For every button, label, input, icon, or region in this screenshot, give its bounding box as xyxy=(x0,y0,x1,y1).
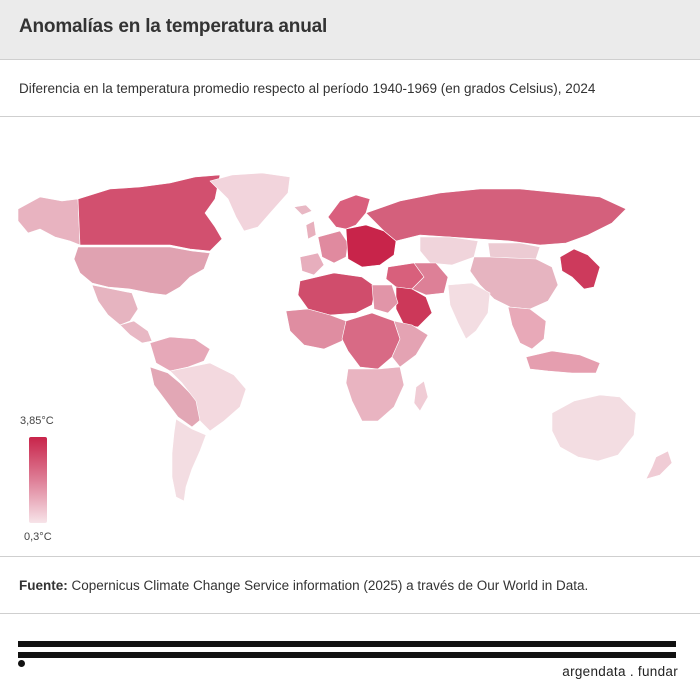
region-indonesia[interactable] xyxy=(525,350,601,374)
region-iran[interactable] xyxy=(411,262,449,296)
region-china[interactable] xyxy=(469,256,559,310)
source-band: Fuente: Copernicus Climate Change Servic… xyxy=(0,557,700,614)
region-uk[interactable] xyxy=(305,220,317,240)
region-egypt[interactable] xyxy=(371,284,399,314)
region-eastern-europe[interactable] xyxy=(345,224,397,268)
region-central-america[interactable] xyxy=(119,320,153,344)
region-new-zealand[interactable] xyxy=(645,450,673,480)
subtitle-band: Diferencia en la temperatura promedio re… xyxy=(0,60,700,117)
source-text: Copernicus Climate Change Service inform… xyxy=(67,578,589,593)
region-canada[interactable] xyxy=(77,174,223,252)
region-mexico[interactable] xyxy=(91,284,139,326)
footer: argendata . fundar xyxy=(0,614,700,700)
chart-subtitle: Diferencia en la temperatura promedio re… xyxy=(19,81,596,96)
map-area: 3,85°C 0,3°C xyxy=(0,117,700,557)
region-argentina-chile[interactable] xyxy=(171,418,207,502)
legend-color-scale xyxy=(29,437,47,523)
region-russia[interactable] xyxy=(365,188,627,246)
header-band: Anomalías en la temperatura anual xyxy=(0,0,700,60)
region-west-africa[interactable] xyxy=(285,308,347,350)
region-brazil[interactable] xyxy=(169,362,247,432)
region-australia[interactable] xyxy=(551,394,637,462)
region-iberia[interactable] xyxy=(299,252,325,276)
legend-min-label: 0,3°C xyxy=(24,531,52,543)
region-madagascar[interactable] xyxy=(413,380,429,412)
region-southeast-asia[interactable] xyxy=(507,306,547,350)
footer-rule-top xyxy=(18,641,676,647)
brand-logo-text[interactable]: argendata . fundar xyxy=(562,664,678,679)
source-note: Fuente: Copernicus Climate Change Servic… xyxy=(19,578,588,593)
region-usa[interactable] xyxy=(73,246,211,296)
source-label: Fuente: xyxy=(19,578,68,593)
region-venezuela-colombia[interactable] xyxy=(149,336,211,372)
region-western-europe[interactable] xyxy=(317,230,349,264)
region-southern-africa[interactable] xyxy=(345,366,405,422)
region-east-africa[interactable] xyxy=(391,320,429,368)
region-india[interactable] xyxy=(447,282,491,340)
region-scandinavia[interactable] xyxy=(327,194,371,230)
chart-title: Anomalías en la temperatura anual xyxy=(19,16,328,37)
region-korea-japan[interactable] xyxy=(559,248,601,290)
footer-dot xyxy=(18,660,25,667)
region-alaska[interactable] xyxy=(17,196,81,246)
region-north-africa[interactable] xyxy=(297,272,377,316)
world-choropleth-map xyxy=(17,172,673,502)
region-arabia[interactable] xyxy=(395,286,433,328)
legend-max-label: 3,85°C xyxy=(20,415,54,427)
region-iceland[interactable] xyxy=(293,204,313,216)
region-greenland[interactable] xyxy=(209,172,291,232)
region-peru-bolivia[interactable] xyxy=(149,366,205,428)
region-kazakhstan[interactable] xyxy=(419,236,479,266)
region-central-africa[interactable] xyxy=(341,312,401,370)
footer-rule-bottom xyxy=(18,652,676,658)
